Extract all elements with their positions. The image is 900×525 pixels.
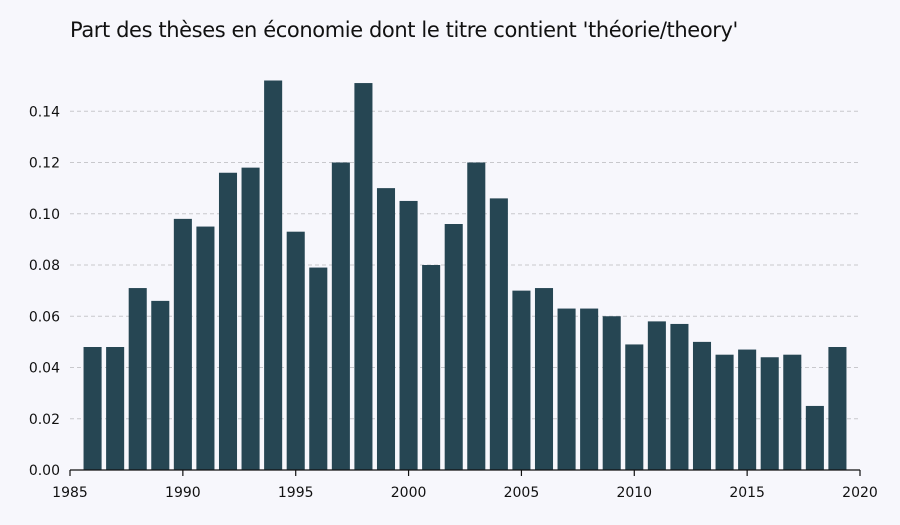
bar-1987 — [106, 347, 125, 470]
bar-1991 — [196, 226, 215, 470]
x-tick-label: 2020 — [842, 485, 878, 501]
bar-1993 — [241, 167, 260, 471]
bar-2005 — [512, 290, 531, 471]
bar-2016 — [760, 357, 779, 470]
bar-1999 — [376, 188, 396, 471]
bar-2015 — [738, 349, 757, 470]
y-tick-label: 0.14 — [29, 104, 60, 120]
bar-2011 — [647, 321, 666, 471]
x-tick-label: 2000 — [391, 485, 427, 501]
bar-1996 — [309, 267, 328, 470]
y-tick-label: 0.04 — [29, 361, 60, 377]
x-tick-label: 1995 — [278, 485, 314, 501]
bar-2009 — [602, 316, 621, 470]
bar-1990 — [173, 218, 192, 470]
y-tick-label: 0.08 — [29, 258, 60, 274]
x-tick-label: 1990 — [165, 485, 201, 501]
bars — [83, 80, 847, 471]
y-tick-label: 0.00 — [29, 463, 60, 479]
chart-title: Part des thèses en économie dont le titr… — [70, 18, 738, 42]
axes: 0.00 0.02 0.04 0.06 0.08 0.10 0.12 0.14 1985 1990… — [29, 104, 878, 501]
bar-2006 — [534, 288, 554, 470]
bar-1998 — [354, 83, 373, 470]
bar-1994 — [264, 80, 283, 470]
y-tick-label: 0.02 — [29, 412, 60, 428]
bar-1986 — [83, 347, 102, 470]
bar-2019 — [828, 347, 847, 470]
bar-2003 — [467, 162, 486, 470]
bar-2007 — [557, 308, 576, 470]
bar-1992 — [218, 172, 238, 470]
x-tick-label: 2005 — [504, 485, 540, 501]
bar-2004 — [489, 198, 508, 471]
bar-1989 — [151, 300, 170, 471]
bar-1995 — [286, 231, 305, 470]
y-tick-label: 0.12 — [29, 156, 60, 172]
bar-2013 — [692, 341, 712, 471]
bar-2014 — [715, 354, 734, 470]
bar-2000 — [399, 200, 418, 470]
x-tick-label: 2010 — [616, 485, 652, 501]
bar-2017 — [783, 354, 802, 470]
x-tick-label: 1985 — [52, 485, 88, 501]
bar-2010 — [625, 344, 644, 470]
y-tick-label: 0.10 — [29, 207, 60, 223]
bar-2018 — [805, 405, 824, 470]
bar-1988 — [128, 288, 147, 470]
bar-2002 — [444, 224, 463, 470]
y-tick-label: 0.06 — [29, 309, 60, 325]
bar-1997 — [331, 162, 350, 470]
bar-2012 — [670, 323, 689, 470]
bar-2001 — [422, 265, 441, 470]
x-tick-label: 2015 — [729, 485, 765, 501]
bar-2008 — [580, 308, 599, 470]
